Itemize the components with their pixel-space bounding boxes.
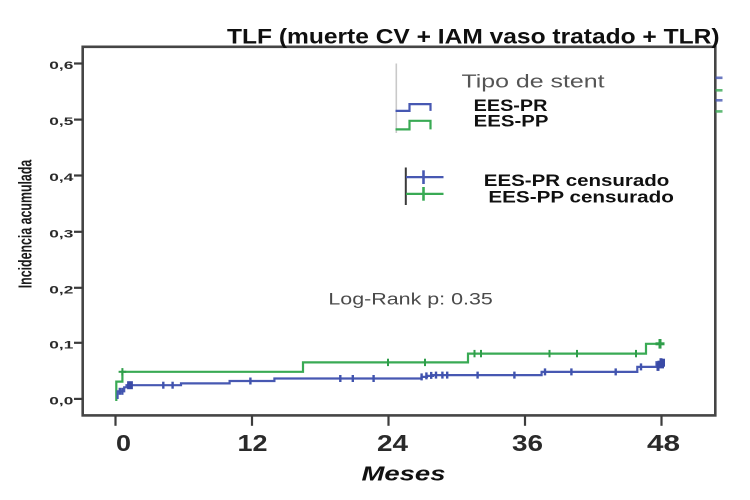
svg-text:0,4: 0,4 [49,172,74,184]
svg-text:Meses: Meses [362,463,446,486]
svg-text:EES-PP: EES-PP [474,111,549,130]
svg-text:0,5: 0,5 [49,116,73,128]
svg-text:12: 12 [238,430,268,456]
svg-text:36: 36 [512,430,543,456]
svg-text:0: 0 [116,430,131,456]
svg-text:Tipo de stent: Tipo de stent [462,70,605,91]
svg-text:EES-PP censurado: EES-PP censurado [488,189,674,207]
svg-text:24: 24 [377,430,408,456]
svg-text:Log-Rank p: 0.35: Log-Rank p: 0.35 [328,291,492,309]
svg-text:0,3: 0,3 [49,228,73,240]
svg-text:48: 48 [647,430,680,456]
svg-text:TLF (muerte CV + IAM vaso trat: TLF (muerte CV + IAM vaso tratado + TLR) [227,26,720,49]
svg-text:EES-PR: EES-PR [474,96,548,115]
svg-text:0,2: 0,2 [49,284,73,296]
svg-text:0,0: 0,0 [49,396,73,408]
svg-text:Incidencia acumulada: Incidencia acumulada [16,159,36,288]
svg-text:0,1: 0,1 [49,339,73,351]
svg-text:EES-PR censurado: EES-PR censurado [484,172,670,190]
svg-text:0,6: 0,6 [49,60,73,72]
